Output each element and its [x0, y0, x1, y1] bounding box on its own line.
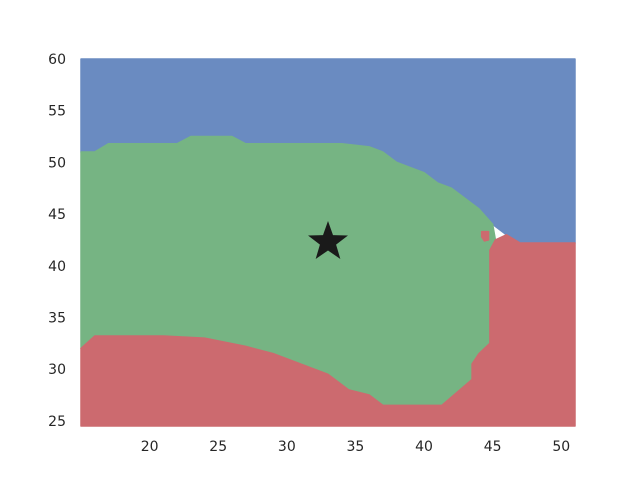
x-tick-label: 30 — [278, 439, 296, 455]
x-tick-label: 20 — [141, 439, 159, 455]
x-tick-label: 40 — [415, 439, 433, 455]
x-tick-label: 50 — [552, 439, 570, 455]
y-tick-label: 25 — [48, 414, 66, 430]
x-tick-label: 25 — [209, 439, 227, 455]
y-tick-label: 50 — [48, 155, 66, 171]
y-tick-label: 60 — [48, 52, 66, 68]
x-tick-label: 45 — [484, 439, 502, 455]
contour-regions — [80, 58, 576, 427]
region-red-island — [480, 230, 490, 242]
y-tick-label: 45 — [48, 207, 66, 223]
y-tick-label: 40 — [48, 259, 66, 275]
star-marker — [308, 220, 348, 259]
y-tick-label: 35 — [48, 310, 66, 326]
x-tick-labels: 20 25 30 35 40 45 50 — [141, 439, 570, 455]
region-red — [80, 233, 576, 427]
y-tick-labels: 25 30 35 40 45 50 55 60 — [48, 52, 66, 430]
y-tick-label: 55 — [48, 104, 66, 120]
x-tick-label: 35 — [347, 439, 365, 455]
y-tick-label: 30 — [48, 362, 66, 378]
marker-layer — [308, 220, 348, 259]
